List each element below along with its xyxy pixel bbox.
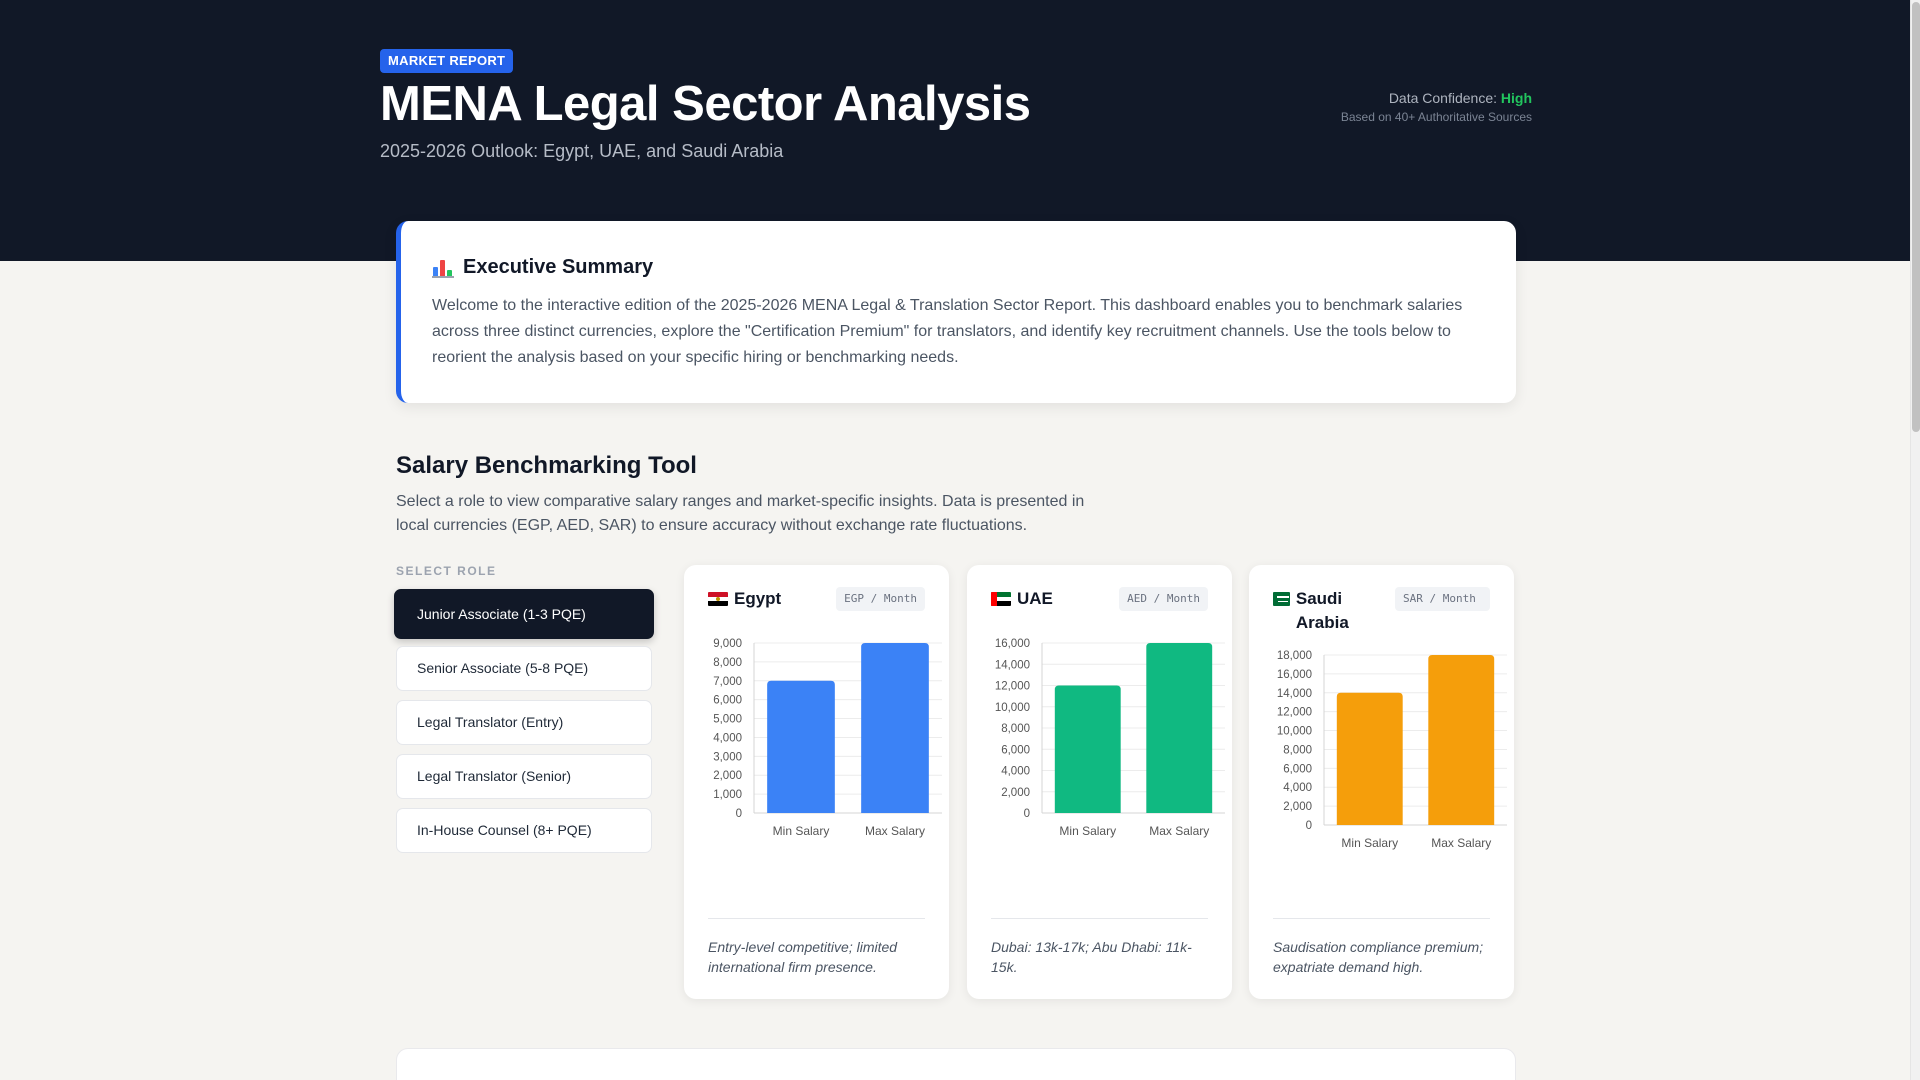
page-scrollbar[interactable] (1910, 0, 1920, 1080)
salary-bar-min-salary[interactable] (1054, 685, 1121, 814)
y-tick-label: 12,000 (1277, 707, 1312, 719)
y-tick-label: 0 (1306, 820, 1312, 832)
y-tick-label: 10,000 (995, 702, 1030, 714)
market-note: Entry-level competitive; limited interna… (708, 939, 898, 975)
salary-bar-min-salary[interactable] (1336, 692, 1403, 825)
role-translator-senior-button[interactable]: Legal Translator (Senior) (396, 754, 652, 799)
y-tick-label: 6,000 (713, 695, 742, 707)
role-translator-entry-button[interactable]: Legal Translator (Entry) (396, 700, 652, 745)
data-confidence: Data Confidence: High Based on 40+ Autho… (1341, 90, 1532, 124)
saudi-salary-card: Saudi Arabia SAR / Month 0 2,000 4,000 6,00… (1249, 565, 1514, 999)
currency-tag: SAR / Month (1395, 587, 1490, 611)
y-tick-label: 2,000 (1001, 787, 1030, 799)
y-tick-label: 5,000 (713, 714, 742, 726)
x-category-label: Max Salary (1431, 836, 1491, 850)
egypt-salary-chart: 0 1,000 2,000 3,000 4,000 5,000 6,000 7,000 8,00… (713, 638, 942, 838)
scrollbar-thumb[interactable] (1912, 2, 1920, 432)
x-category-label: Max Salary (1149, 824, 1209, 838)
y-tick-label: 18,000 (1277, 650, 1312, 662)
y-tick-label: 0 (736, 808, 742, 820)
y-tick-label: 4,000 (1001, 766, 1030, 778)
y-tick-label: 9,000 (713, 638, 742, 650)
currency-tag: AED / Month (1119, 587, 1208, 611)
y-tick-label: 16,000 (1277, 669, 1312, 681)
uae-salary-chart: 0 2,000 4,000 6,000 8,000 10,000 12,000 14,000 1… (995, 638, 1225, 838)
summary-text: Welcome to the interactive edition of th… (432, 297, 1463, 366)
confidence-label: Data Confidence: (1388, 90, 1497, 106)
role-junior-associate-button[interactable]: Junior Associate (1-3 PQE) (394, 589, 654, 639)
y-tick-label: 14,000 (995, 659, 1030, 671)
y-tick-label: 6,000 (1283, 763, 1312, 775)
saudi-flag-icon (1273, 592, 1290, 606)
y-tick-label: 1,000 (713, 789, 742, 801)
next-section-card (396, 1048, 1516, 1080)
y-tick-label: 16,000 (995, 638, 1030, 650)
egypt-flag-icon (708, 592, 728, 606)
hero-header: MARKET REPORT MENA Legal Sector Analysis… (0, 0, 1910, 261)
y-tick-label: 8,000 (713, 657, 742, 669)
x-category-label: Min Salary (773, 824, 830, 838)
x-category-label: Min Salary (1341, 836, 1398, 850)
page-title: MENA Legal Sector Analysis (380, 77, 1031, 131)
role-senior-associate-button[interactable]: Senior Associate (5-8 PQE) (396, 646, 652, 691)
y-tick-label: 8,000 (1001, 723, 1030, 735)
y-tick-label: 10,000 (1277, 726, 1312, 738)
y-tick-label: 4,000 (1283, 782, 1312, 794)
salary-bar-max-salary[interactable] (1428, 655, 1495, 825)
confidence-value: High (1500, 90, 1532, 106)
y-tick-label: 3,000 (713, 751, 742, 763)
role-in-house-counsel-button[interactable]: In-House Counsel (8+ PQE) (396, 808, 652, 853)
y-tick-label: 2,000 (713, 770, 742, 782)
market-note: Saudisation compliance premium; expatria… (1273, 939, 1484, 975)
summary-title: Executive Summary (463, 256, 654, 278)
uae-flag-icon (991, 592, 1011, 606)
market-note: Dubai: 13k-17k; Abu Dhabi: 11k-15k. (991, 939, 1192, 975)
benchmark-tool-description: Select a role to view comparative salary… (396, 493, 1085, 534)
market-report-badge: MARKET REPORT (380, 49, 514, 73)
currency-tag: EGP / Month (836, 587, 925, 611)
page-subtitle: 2025-2026 Outlook: Egypt, UAE, and Saudi… (380, 141, 784, 161)
y-tick-label: 8,000 (1283, 744, 1312, 756)
y-tick-label: 7,000 (713, 676, 742, 688)
y-tick-label: 12,000 (995, 681, 1030, 693)
country-name: UAE (1017, 589, 1053, 608)
confidence-sources: Based on 40+ Authoritative Sources (1340, 110, 1532, 124)
x-category-label: Min Salary (1059, 824, 1116, 838)
saudi-salary-chart: 0 2,000 4,000 6,000 8,000 10,000 12,000 14,000 1… (1277, 650, 1507, 850)
select-role-label: SELECT ROLE (396, 564, 497, 578)
y-tick-label: 2,000 (1283, 801, 1312, 813)
salary-bar-min-salary[interactable] (767, 680, 835, 813)
y-tick-label: 6,000 (1001, 744, 1030, 756)
salary-bar-max-salary[interactable] (1146, 643, 1213, 813)
country-name: Saudi Arabia (1295, 589, 1349, 632)
bar-chart-icon (432, 258, 454, 278)
salary-bar-max-salary[interactable] (861, 643, 929, 813)
uae-salary-card: UAE AED / Month 0 2,000 4,000 6,000 8,000 10,… (967, 565, 1232, 999)
executive-summary-card: Executive Summary Welcome to the interac… (396, 221, 1516, 403)
egypt-salary-card: Egypt EGP / Month 0 1,000 2,000 3,000 4,000 5… (684, 565, 949, 999)
country-name: Egypt (734, 589, 782, 608)
y-tick-label: 4,000 (713, 732, 742, 744)
y-tick-label: 0 (1024, 808, 1030, 820)
benchmark-tool-title: Salary Benchmarking Tool (396, 452, 697, 479)
y-tick-label: 14,000 (1277, 688, 1312, 700)
x-category-label: Max Salary (865, 824, 925, 838)
